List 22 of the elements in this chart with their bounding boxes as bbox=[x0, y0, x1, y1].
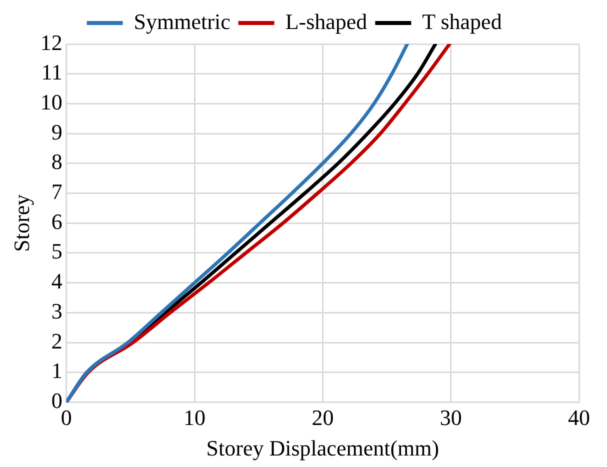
y-tick-label: 6 bbox=[51, 208, 62, 234]
y-tick-label: 4 bbox=[51, 268, 62, 294]
x-tick-label: 10 bbox=[184, 405, 206, 430]
y-tick-label: 1 bbox=[51, 358, 62, 384]
legend-label: T shaped bbox=[422, 8, 502, 34]
y-tick-label: 9 bbox=[51, 119, 62, 144]
y-tick-label: 10 bbox=[40, 89, 62, 114]
legend-label: L-shaped bbox=[285, 8, 368, 34]
y-tick-label: 7 bbox=[51, 179, 62, 204]
y-tick-label: 12 bbox=[40, 30, 62, 55]
x-axis-title: Storey Displacement(mm) bbox=[206, 436, 440, 461]
x-tick-label: 20 bbox=[312, 405, 334, 430]
legend-label: Symmetric bbox=[134, 8, 231, 34]
y-tick-label: 0 bbox=[51, 388, 62, 413]
y-tick-label: 8 bbox=[51, 149, 62, 174]
y-tick-label: 5 bbox=[51, 238, 62, 264]
y-tick-label: 3 bbox=[51, 298, 62, 324]
x-tick-label: 30 bbox=[440, 405, 462, 430]
x-tick-label: 40 bbox=[568, 405, 590, 430]
y-tick-label: 11 bbox=[41, 60, 62, 85]
y-tick-label: 2 bbox=[51, 328, 62, 354]
y-axis-title: Storey bbox=[8, 194, 34, 252]
